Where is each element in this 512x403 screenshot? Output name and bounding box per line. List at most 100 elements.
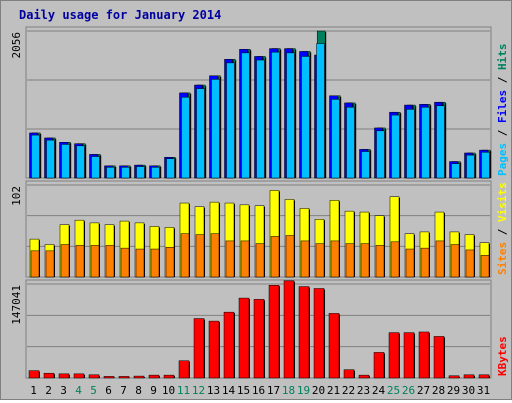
kbytes-kbytes-bar [253,299,265,379]
visits-sites-bar [30,250,40,278]
hits-pages-bar [211,79,220,179]
x-tick-label: 13 [207,384,220,397]
x-tick-label: 30 [462,384,475,397]
hits-pages-bar [331,99,340,179]
legend-kbytes: KBytes [496,336,509,376]
kbytes-series-legend: KBytes [496,336,509,376]
hits-pages-bar [181,96,190,179]
x-tick-label: 27 [417,384,430,397]
legend-separator: / [496,70,509,90]
visits-sites-bar [90,245,100,278]
x-tick-label: 4 [75,384,82,397]
x-tick-label: 21 [327,384,340,397]
visits-sites-bar [450,244,460,278]
kbytes-kbytes-bar [418,331,430,379]
legend-pages: Pages [496,143,509,176]
x-tick-label: 28 [432,384,445,397]
visits-sites-bar [465,249,475,278]
hits-pages-bar [376,130,385,179]
hits-pages-bar [91,156,100,179]
x-tick-label: 17 [267,384,280,397]
visits-sites-bar [360,243,370,278]
x-tick-label: 25 [387,384,400,397]
hits-series-legend: Pages / Files / Hits [496,44,509,177]
x-tick-label: 8 [135,384,142,397]
kbytes-kbytes-bar [28,370,40,379]
kbytes-kbytes-bar [238,297,250,379]
visits-sites-bar [225,240,235,278]
kbytes-kbytes-bar [373,352,385,379]
hits-pages-bar [166,158,175,179]
hits-pages-bar [271,51,280,179]
visits-sites-bar [75,245,85,278]
hits-pages-bar [421,106,430,179]
panel-kbytes: 147041 KBytes [10,279,509,379]
x-tick-label: 10 [162,384,175,397]
visits-sites-bar [120,247,130,278]
visits-series-legend: Sites / Visits [496,182,509,275]
kbytes-kbytes-bar [73,373,85,379]
visits-sites-bar [270,236,280,278]
x-tick-label: 3 [60,384,67,397]
visits-sites-bar [300,240,310,278]
kbytes-kbytes-bar [88,374,100,379]
x-tick-label: 5 [90,384,97,397]
x-tick-label: 6 [105,384,112,397]
panel-visits: 102 Sites / Visits [10,180,509,278]
visits-sites-bar [255,243,265,278]
x-tick-label: 2 [45,384,52,397]
kbytes-kbytes-bar [388,332,400,379]
x-tick-label: 29 [447,384,460,397]
hits-pages-bar [391,114,400,179]
visits-sites-bar [420,247,430,278]
visits-sites-bar [45,250,55,278]
kbytes-kbytes-bar [283,280,295,379]
kbytes-ymax-label: 147041 [10,285,23,325]
hits-pages-bar [316,43,325,179]
visits-sites-bar [150,248,160,278]
visits-sites-bar [285,235,295,278]
kbytes-kbytes-bar [148,374,160,379]
hits-pages-bar [241,52,250,179]
hits-pages-bar [121,167,130,179]
kbytes-kbytes-bar [298,286,310,379]
x-tick-label: 15 [237,384,250,397]
x-tick-label: 11 [177,384,190,397]
visits-sites-bar [390,241,400,278]
legend-separator: / [496,123,509,143]
x-tick-label: 31 [477,384,490,397]
kbytes-kbytes-bar [448,375,460,379]
hits-pages-bar [61,144,70,179]
kbytes-kbytes-bar [208,320,220,379]
hits-pages-bar [436,105,445,179]
visits-sites-bar [480,255,490,278]
visits-sites-bar [330,240,340,278]
visits-sites-bar [135,248,145,278]
visits-sites-bar [240,240,250,278]
visits-sites-bar [210,233,220,278]
visits-sites-bar [345,243,355,278]
hits-pages-bar [286,52,295,179]
kbytes-kbytes-bar [478,374,490,379]
x-tick-label: 19 [297,384,310,397]
visits-ymax-label: 102 [10,186,23,206]
kbytes-kbytes-bar [358,374,370,379]
x-tick-label: 7 [120,384,127,397]
kbytes-kbytes-bar [463,374,475,379]
hits-ymax-label: 2056 [10,32,23,59]
kbytes-kbytes-bar [178,360,190,379]
visits-sites-bar [195,234,205,278]
hits-pages-bar [301,56,310,179]
kbytes-kbytes-bar [133,375,145,379]
visits-sites-bar [105,245,115,278]
x-tick-label: 22 [342,384,355,397]
x-tick-label: 18 [282,384,295,397]
visits-sites-bar [315,243,325,278]
x-tick-label: 9 [150,384,157,397]
panel-hits: 2056 Pages / Files / Hits [10,26,509,179]
legend-hits: Hits [496,44,509,71]
legend-visits: Visits [496,182,509,222]
hits-pages-bar [196,88,205,179]
kbytes-kbytes-bar [313,288,325,379]
